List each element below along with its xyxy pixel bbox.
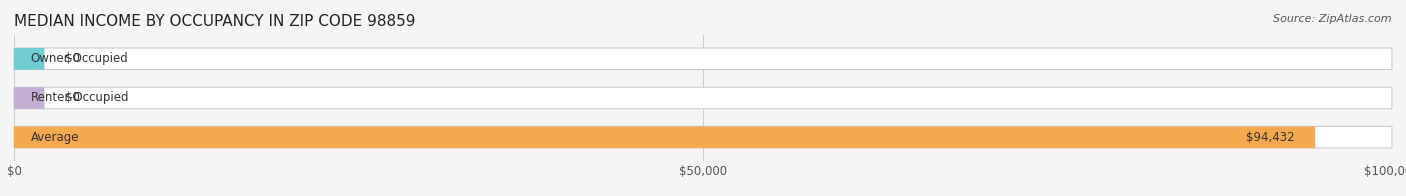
FancyBboxPatch shape bbox=[14, 87, 45, 109]
Text: Source: ZipAtlas.com: Source: ZipAtlas.com bbox=[1274, 14, 1392, 24]
Text: Average: Average bbox=[31, 131, 79, 144]
FancyBboxPatch shape bbox=[14, 126, 1315, 148]
Text: $0: $0 bbox=[65, 52, 80, 65]
Text: Owner-Occupied: Owner-Occupied bbox=[31, 52, 128, 65]
Text: MEDIAN INCOME BY OCCUPANCY IN ZIP CODE 98859: MEDIAN INCOME BY OCCUPANCY IN ZIP CODE 9… bbox=[14, 14, 416, 29]
Text: Renter-Occupied: Renter-Occupied bbox=[31, 92, 129, 104]
Text: $0: $0 bbox=[65, 92, 80, 104]
Text: $94,432: $94,432 bbox=[1246, 131, 1295, 144]
FancyBboxPatch shape bbox=[14, 126, 1392, 148]
FancyBboxPatch shape bbox=[14, 48, 45, 70]
FancyBboxPatch shape bbox=[14, 87, 1392, 109]
FancyBboxPatch shape bbox=[14, 48, 1392, 70]
